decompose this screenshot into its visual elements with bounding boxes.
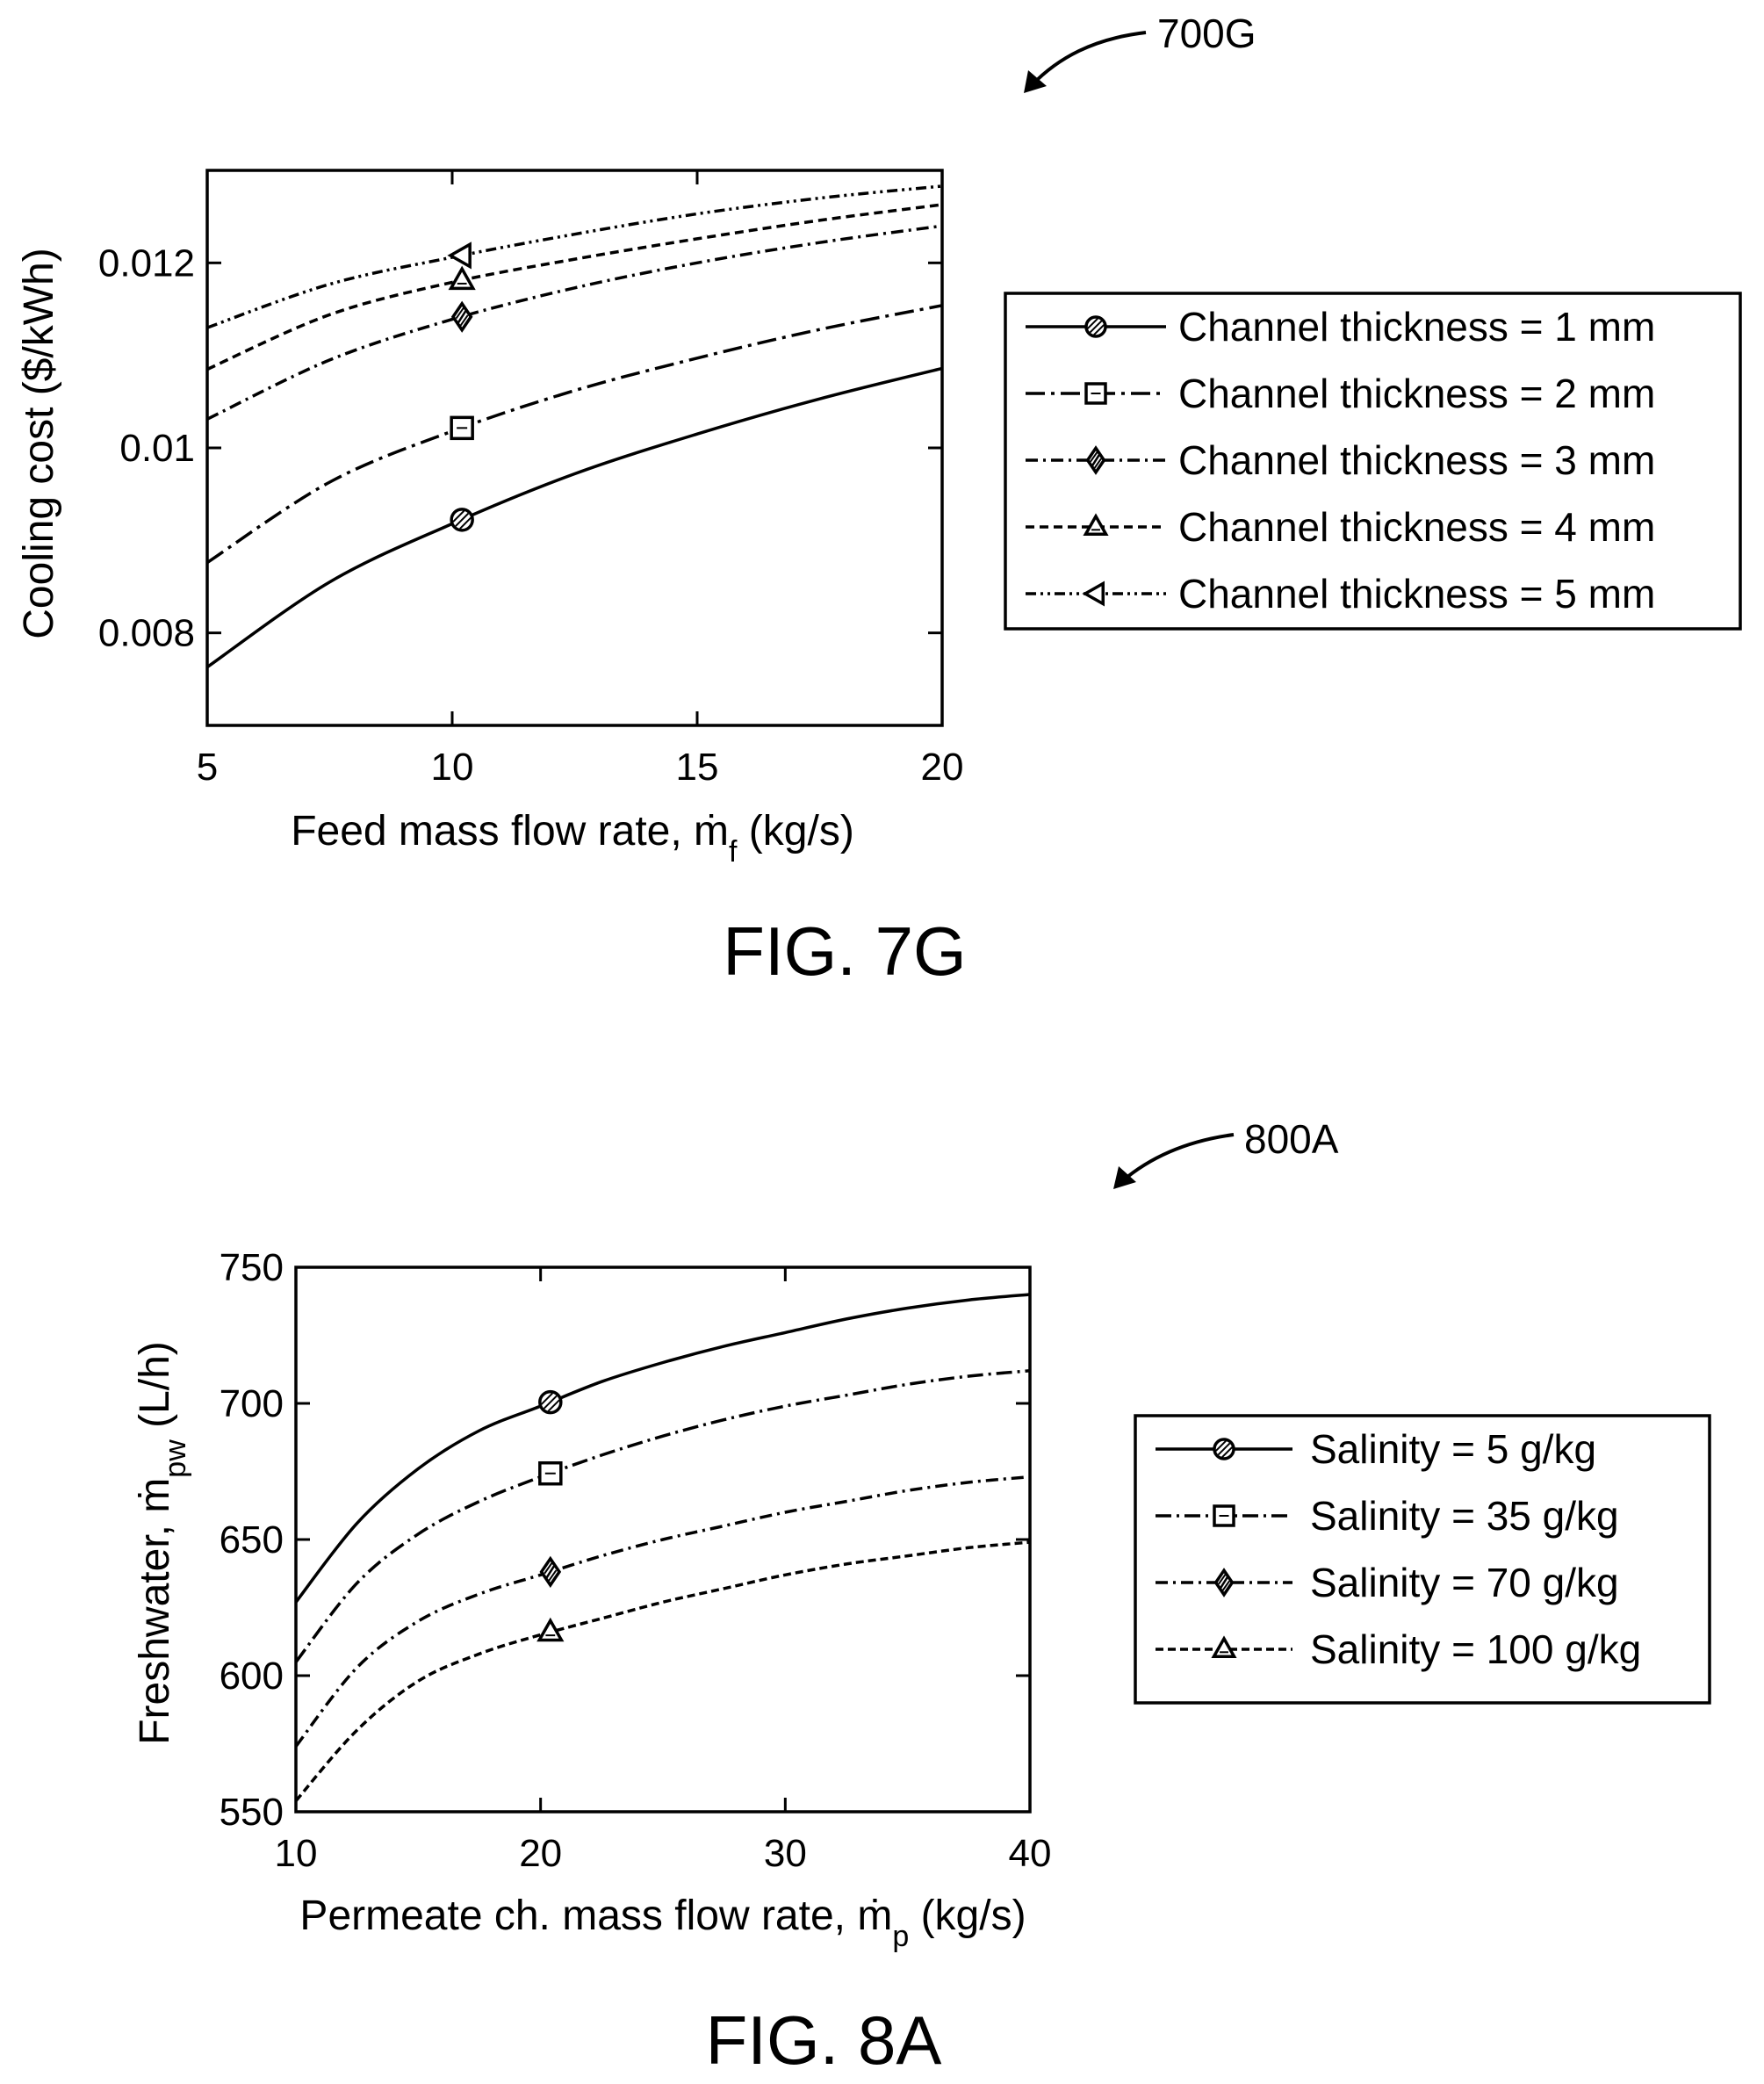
series-line-2: [206, 304, 943, 565]
x-tick-label: 20: [921, 746, 964, 789]
figure-caption: FIG. 8A: [706, 2001, 942, 2079]
y-axis-label: Cooling cost ($/kWh): [16, 248, 62, 638]
series-marker-2: [538, 1460, 563, 1486]
y-tick-label: 700: [220, 1382, 284, 1425]
x-tick-label: 10: [275, 1832, 318, 1875]
y-tick-label: 0.012: [98, 242, 195, 285]
legend-label-3: Salinity = 70 g/kg: [1310, 1560, 1619, 1605]
data-series: [206, 184, 943, 669]
series-line-3: [294, 1475, 1031, 1748]
series-line-4: [294, 1540, 1031, 1802]
figure-reference-label: 800A: [1244, 1116, 1339, 1162]
series-line-4: [206, 203, 943, 371]
x-tick-label: 5: [197, 746, 218, 789]
x-tick-label: 15: [676, 746, 719, 789]
reference-arrow: [1113, 1133, 1235, 1189]
freshwater-chart: 10 20 30 40 550 600 650 700 750 Permeate ch. ma…: [132, 1246, 1711, 1953]
legend-marker-3: [1213, 1568, 1235, 1597]
series-line-1: [294, 1293, 1031, 1604]
legend-label-4: Salinity = 100 g/kg: [1310, 1626, 1641, 1672]
x-tick-label: 20: [519, 1832, 562, 1875]
series-marker-4: [448, 265, 476, 291]
figure-reference-label: 700G: [1157, 11, 1256, 56]
series-line-2: [294, 1369, 1031, 1663]
series-marker-2: [450, 415, 474, 441]
legend-marker-4: [1083, 513, 1109, 536]
reference-arrow: [1024, 31, 1147, 93]
y-axis-ticks: 550 600 650 700 750: [220, 1246, 1030, 1834]
series-marker-3: [450, 300, 473, 333]
y-tick-label: 0.008: [98, 612, 195, 655]
legend-marker-4: [1211, 1635, 1237, 1658]
x-tick-label: 40: [1009, 1832, 1052, 1875]
figure-8a: 800A 10 20 30 40 550 600 650 700 750 Permeate c…: [132, 1116, 1711, 2079]
y-tick-label: 550: [220, 1791, 284, 1834]
legend-marker-1: [1084, 315, 1107, 338]
plot-frame: [205, 169, 944, 727]
plot-area: [205, 169, 944, 727]
legend-marker-5: [1082, 580, 1105, 607]
cooling-cost-chart: 5 10 15 20 0.008 0.01 0.012 Feed mass flow ra…: [16, 169, 1742, 869]
legend-label-2: Channel thickness = 2 mm: [1178, 371, 1655, 416]
series-line-3: [206, 224, 943, 421]
legend-marker-2: [1084, 382, 1107, 405]
x-axis-ticks: 10 20 30 40: [275, 1267, 1052, 1875]
legend-label-4: Channel thickness = 4 mm: [1178, 504, 1655, 550]
x-tick-label: 10: [431, 746, 474, 789]
legend-label-5: Channel thickness = 5 mm: [1178, 571, 1655, 617]
series-line-1: [206, 366, 943, 669]
series-marker-5: [447, 242, 472, 270]
y-axis-label: Freshwater, ṁpw (L/h): [132, 1341, 192, 1745]
x-tick-label: 30: [764, 1832, 807, 1875]
figure-caption: FIG. 7G: [723, 912, 966, 990]
series-marker-1: [450, 508, 474, 532]
series-marker-4: [536, 1617, 565, 1642]
y-tick-label: 650: [220, 1518, 284, 1561]
x-axis-ticks: 5 10 15 20: [197, 170, 964, 789]
x-axis-label: Feed mass flow rate, ṁf (kg/s): [291, 808, 854, 869]
figure-7g: 700G 5 10 15 20 0.008 0.01 0.012 Feed mass fl…: [16, 11, 1742, 990]
series-marker-1: [538, 1389, 563, 1415]
legend: Salinity = 5 g/kg Salinity = 35 g/kg Salin…: [1134, 1414, 1711, 1705]
x-axis-label: Permeate ch. mass flow rate, ṁp (kg/s): [299, 1893, 1026, 1953]
legend: Channel thickness = 1 mm Channel thicknes…: [1004, 292, 1742, 631]
legend-label-1: Channel thickness = 1 mm: [1178, 304, 1655, 350]
data-series: [294, 1293, 1031, 1802]
legend-marker-2: [1213, 1504, 1235, 1527]
legend-label-3: Channel thickness = 3 mm: [1178, 437, 1655, 483]
legend-label-1: Salinity = 5 g/kg: [1310, 1426, 1596, 1472]
y-axis-ticks: 0.008 0.01 0.012: [98, 242, 942, 655]
series-marker-3: [539, 1555, 562, 1588]
legend-marker-1: [1213, 1438, 1235, 1460]
series-line-5: [206, 184, 943, 329]
y-tick-label: 750: [220, 1246, 284, 1289]
y-tick-label: 600: [220, 1655, 284, 1698]
legend-marker-3: [1085, 445, 1106, 475]
legend-label-2: Salinity = 35 g/kg: [1310, 1493, 1619, 1539]
y-tick-label: 0.01: [119, 427, 195, 470]
